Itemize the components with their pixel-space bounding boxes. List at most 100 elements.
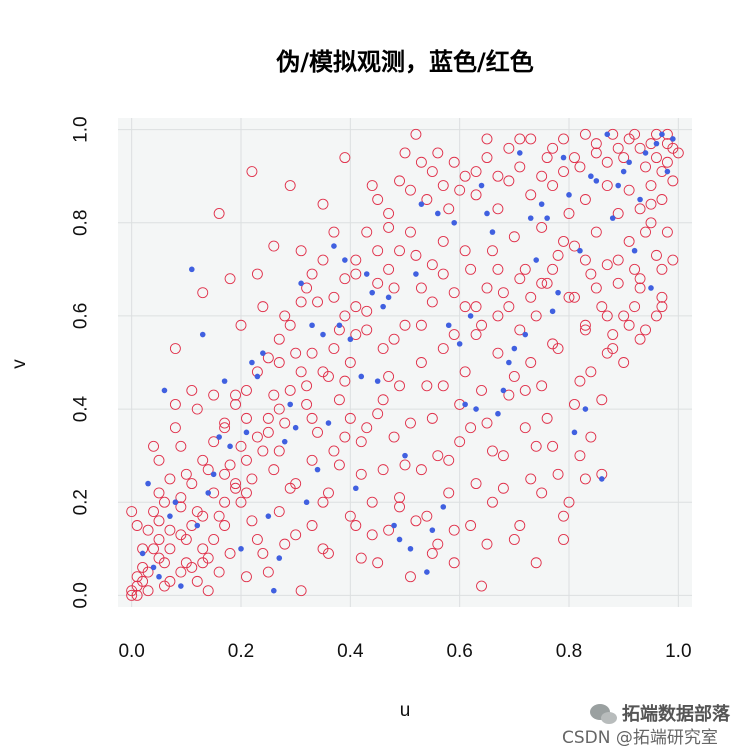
blue-point: [555, 289, 561, 296]
red-point: [667, 175, 679, 187]
red-point: [459, 301, 471, 313]
red-point: [607, 329, 619, 341]
blue-point: [478, 182, 485, 189]
red-point: [175, 492, 187, 504]
red-point: [601, 347, 613, 359]
red-point: [377, 394, 389, 406]
blue-point: [648, 285, 654, 291]
red-point: [651, 249, 662, 261]
red-point: [569, 291, 580, 303]
red-point: [492, 310, 504, 322]
blue-point: [484, 210, 490, 217]
red-point: [558, 534, 569, 545]
red-point: [372, 194, 384, 205]
red-point: [426, 412, 438, 424]
blue-point: [391, 522, 397, 529]
red-point: [492, 263, 504, 275]
red-point: [601, 310, 613, 322]
red-point: [454, 436, 466, 448]
blue-point: [347, 336, 354, 343]
red-point: [623, 184, 635, 196]
red-point: [525, 473, 537, 485]
red-point: [230, 478, 241, 490]
red-point: [547, 180, 559, 191]
red-point: [487, 245, 498, 257]
red-point: [186, 478, 198, 490]
red-point: [415, 357, 427, 368]
blue-point: [353, 485, 359, 492]
red-point: [328, 291, 340, 303]
red-point: [448, 287, 460, 299]
blue-point: [626, 159, 632, 166]
red-point: [432, 147, 444, 159]
red-point: [437, 343, 449, 354]
blue-point: [445, 322, 452, 329]
red-point: [295, 245, 307, 257]
red-point: [405, 184, 416, 196]
red-point: [153, 534, 165, 545]
red-point: [169, 398, 181, 410]
red-point: [301, 282, 313, 294]
red-point: [426, 259, 438, 271]
red-point: [514, 324, 526, 336]
red-point: [503, 301, 515, 313]
red-point: [350, 268, 362, 280]
red-point: [175, 529, 187, 541]
red-point: [323, 487, 334, 499]
red-point: [443, 203, 455, 215]
blue-point: [205, 490, 211, 496]
red-point: [672, 147, 684, 159]
red-point: [219, 422, 231, 434]
red-point: [569, 152, 580, 164]
red-point: [262, 412, 274, 424]
red-point: [661, 156, 673, 168]
red-point: [497, 287, 509, 299]
blue-point: [156, 573, 162, 580]
red-point: [601, 259, 613, 271]
blue-point: [440, 504, 447, 510]
red-point: [153, 487, 165, 499]
red-point: [590, 226, 602, 238]
red-point: [525, 357, 537, 368]
red-point: [339, 431, 351, 443]
x-axis-label: u: [400, 700, 411, 721]
red-point: [350, 254, 362, 266]
red-point: [219, 496, 231, 508]
red-point: [519, 384, 531, 396]
blue-point: [577, 247, 583, 254]
y-tick-label: 0.2: [71, 489, 92, 515]
red-point: [470, 189, 482, 201]
blue-point: [271, 587, 277, 594]
red-point: [148, 543, 159, 555]
blue-point: [456, 341, 463, 347]
blue-point: [604, 131, 611, 138]
red-point: [262, 566, 274, 578]
blue-point: [172, 499, 179, 506]
x-tick-label: 0.4: [337, 641, 364, 662]
blue-point: [150, 564, 157, 571]
red-point: [656, 301, 668, 313]
red-point: [612, 142, 624, 154]
blue-point: [560, 154, 567, 161]
red-point: [383, 371, 395, 382]
blue-point: [544, 215, 550, 221]
red-point: [399, 319, 411, 331]
red-point: [279, 310, 291, 322]
red-point: [563, 291, 575, 303]
red-point: [503, 175, 515, 187]
blue-point: [462, 401, 468, 408]
red-point: [525, 291, 537, 303]
red-point: [306, 412, 318, 424]
red-point: [579, 473, 591, 485]
blue-point: [615, 182, 621, 189]
blue-point: [599, 476, 605, 482]
red-point: [284, 180, 296, 191]
red-point: [257, 301, 269, 313]
red-point: [268, 464, 280, 476]
red-point: [661, 138, 673, 150]
red-point: [514, 520, 526, 531]
red-point: [481, 152, 493, 164]
red-point: [126, 589, 138, 601]
red-point: [317, 366, 329, 378]
blue-point: [489, 229, 496, 235]
